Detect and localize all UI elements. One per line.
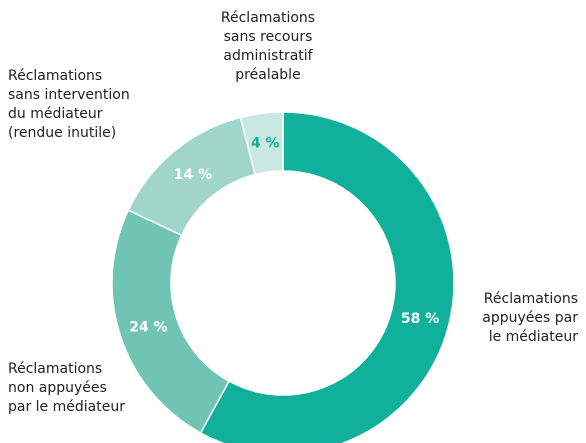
value-label: 24 % [129,320,167,336]
value-label: 14 % [174,167,212,183]
slice [199,111,455,443]
value-label: 4 % [251,136,280,152]
category-label: Réclamations sans intervention du médiateu… [8,68,130,141]
slice [239,111,284,176]
category-label: Réclamations non appuyées par le médiateur [8,361,125,415]
category-label: Réclamations appuyées par le médiateur [482,291,578,345]
value-label: 58 % [401,311,439,327]
category-label: Réclamations sans recours administratif pré… [221,10,315,83]
